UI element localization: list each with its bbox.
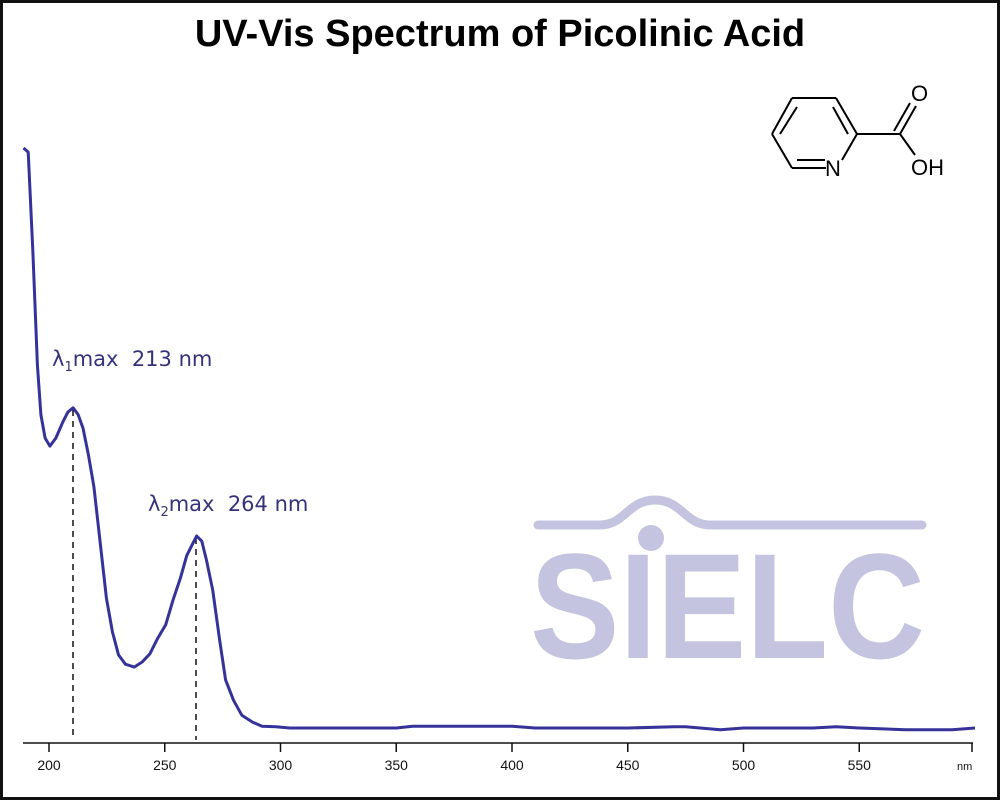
watermark-text: SIELC <box>530 522 925 690</box>
peak-1-annotation: λ1max 213 nm <box>52 347 212 375</box>
hydroxyl-label: OH <box>911 155 944 180</box>
x-axis-unit: nm <box>957 761 972 773</box>
sielc-watermark: SIELC <box>530 495 927 690</box>
x-tick-label: 400 <box>500 757 524 773</box>
chart-title: UV-Vis Spectrum of Picolinic Acid <box>194 13 806 55</box>
x-tick-label: 500 <box>732 757 756 773</box>
x-tick-label: 450 <box>616 757 640 773</box>
x-tick-label: 250 <box>153 757 177 773</box>
picolinic-acid-structure-icon <box>771 97 917 169</box>
x-axis: 200 250 300 350 400 450 500 550 nm <box>23 742 973 773</box>
carbonyl-oxygen-label: O <box>911 81 928 106</box>
x-tick-label: 200 <box>37 757 61 773</box>
x-tick-label: 350 <box>385 757 409 773</box>
peak-2-annotation: λ2max 264 nm <box>148 492 308 520</box>
spectrum-curve <box>22 146 976 732</box>
x-tick-label: 300 <box>269 757 293 773</box>
nitrogen-label: N <box>825 156 841 181</box>
x-tick-label: 550 <box>848 757 872 773</box>
